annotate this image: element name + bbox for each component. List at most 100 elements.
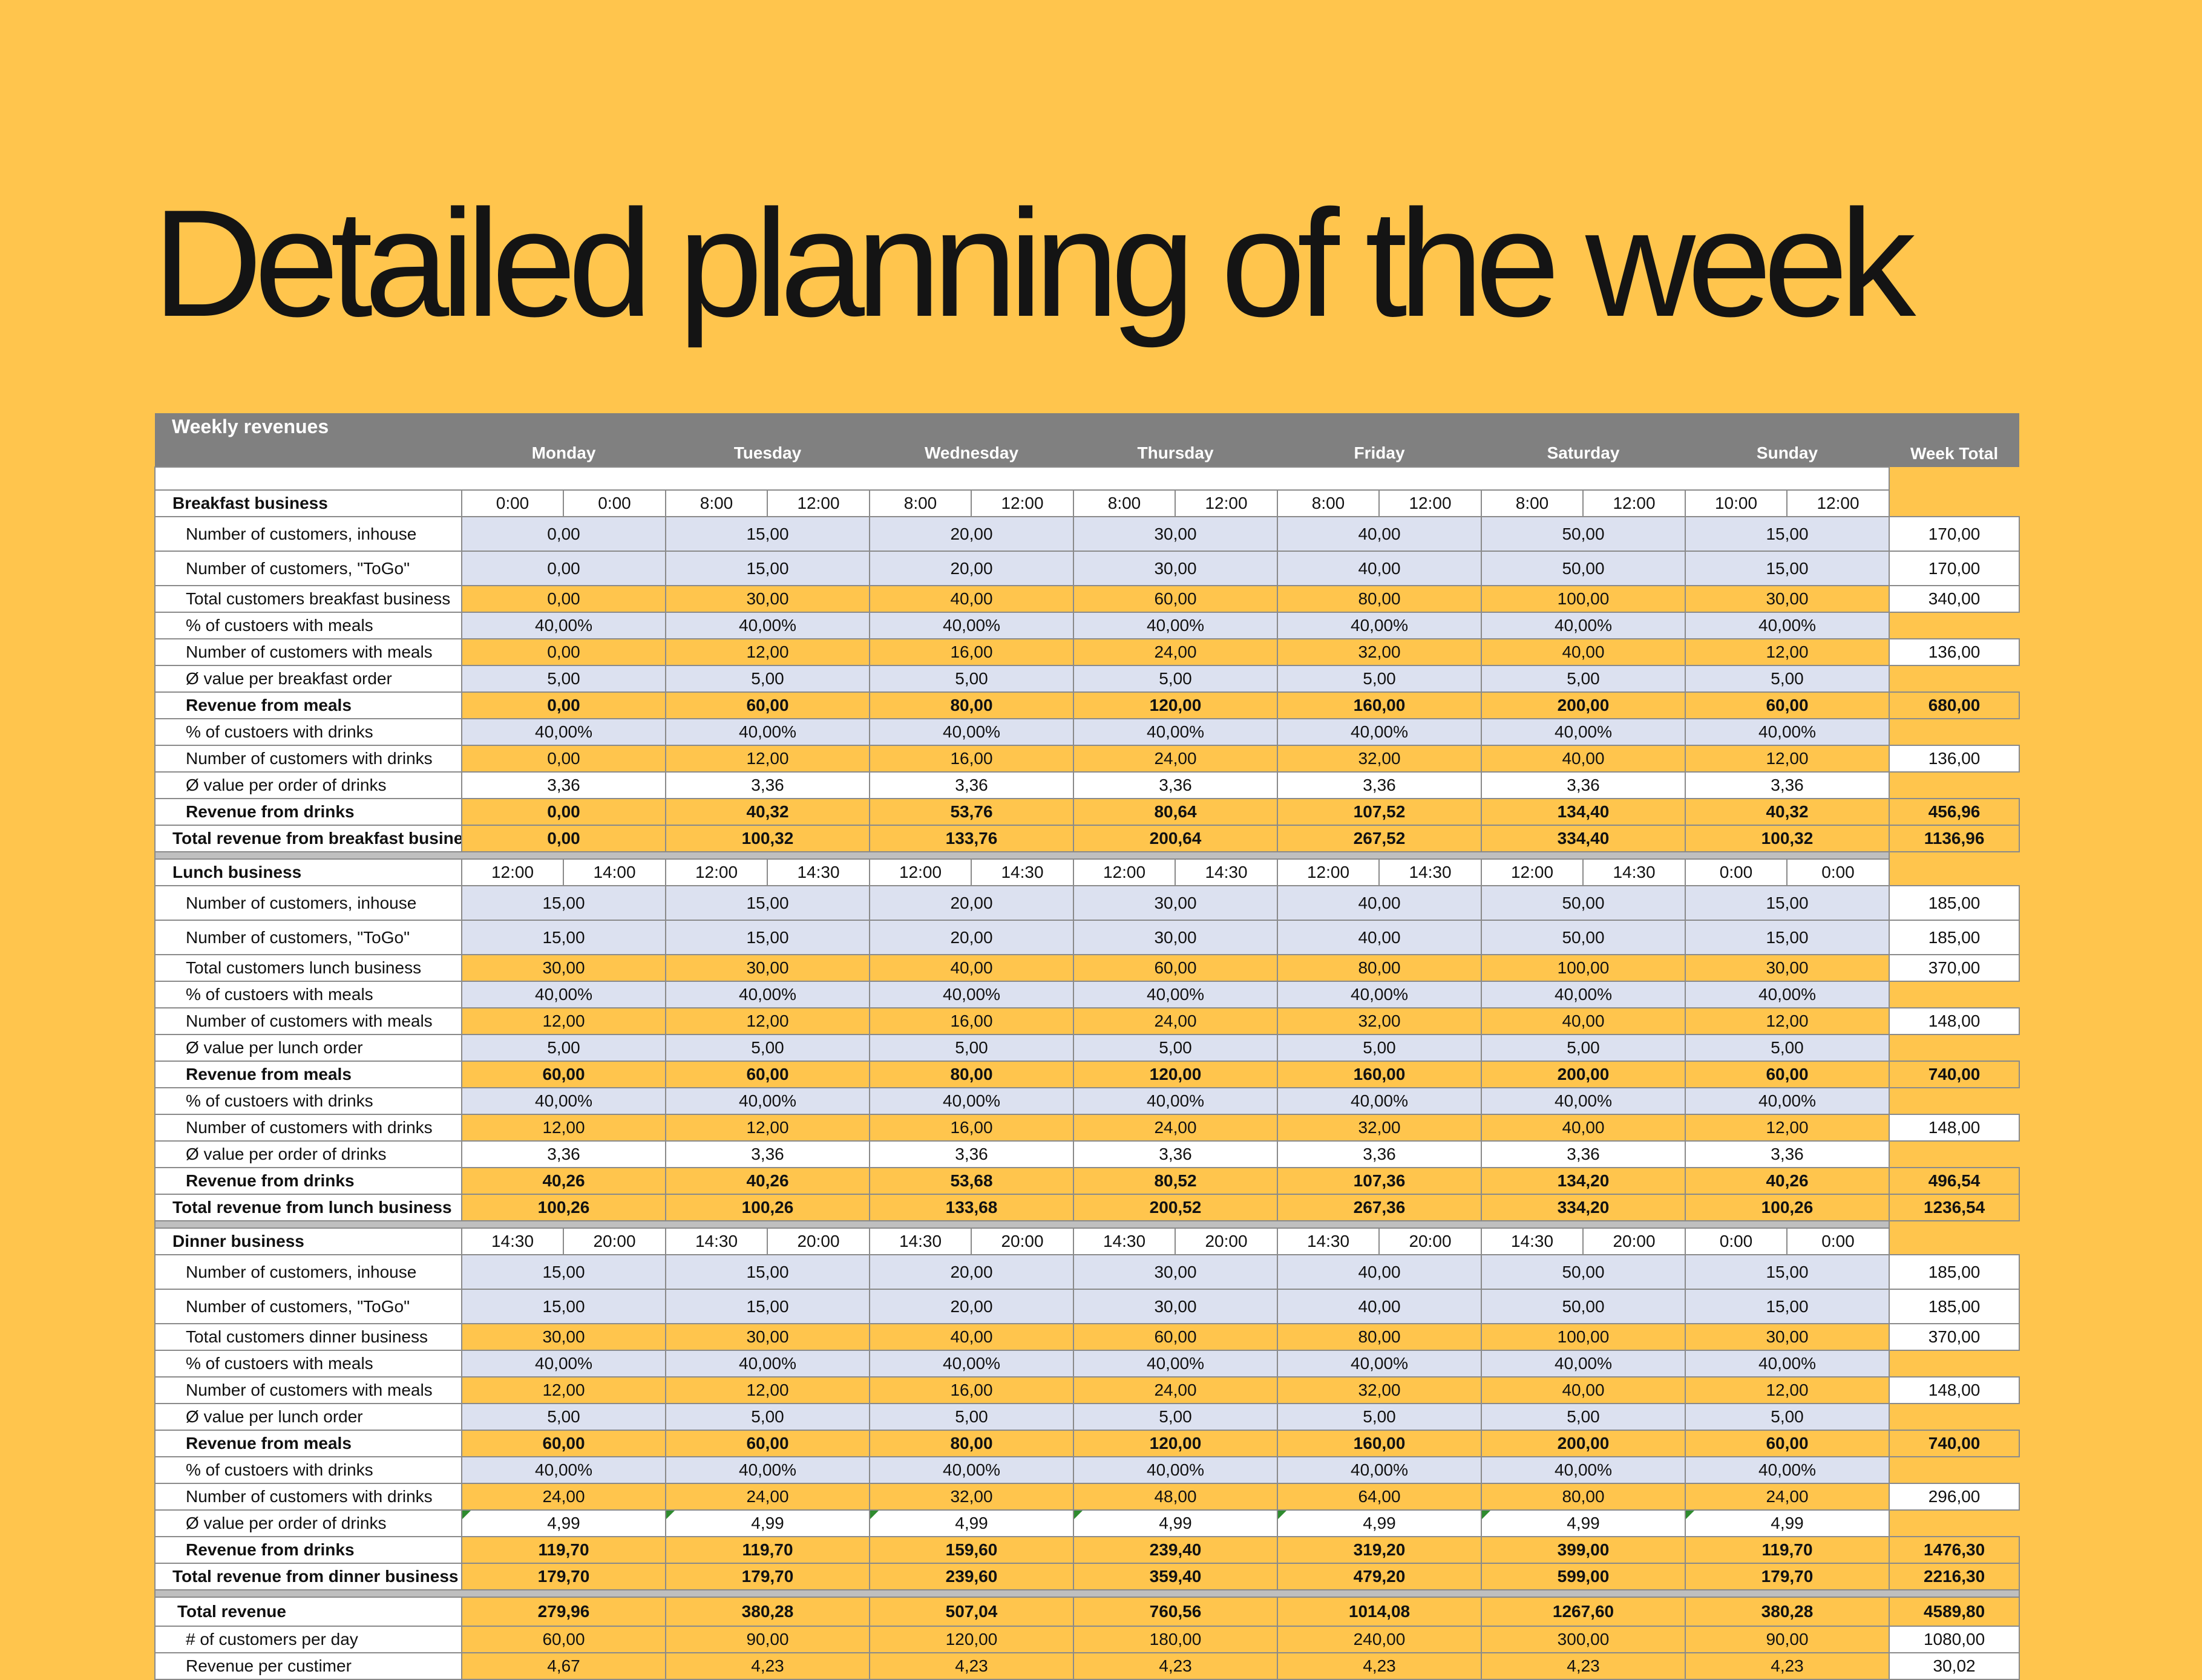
value-cell: 334,20 [1481, 1194, 1686, 1221]
value-cell: 239,60 [869, 1563, 1074, 1590]
value-cell: 40,00 [1277, 920, 1482, 955]
section-divider-gap [1889, 1221, 2019, 1228]
value-cell: 24,00 [461, 1483, 666, 1511]
value-cell: 40,00 [1481, 638, 1686, 666]
value-cell: 24,00 [1073, 638, 1278, 666]
value-cell: 100,26 [1685, 1194, 1890, 1221]
value-cell: 4,99 [461, 1509, 666, 1537]
value-cell: 20,00 [869, 516, 1074, 552]
value-cell: 40,00% [1073, 612, 1278, 639]
time-cell: 20:00 [1175, 1227, 1278, 1255]
value-cell: 5,00 [1277, 1034, 1482, 1062]
value-cell: 100,00 [1481, 585, 1686, 613]
value-cell: 100,32 [665, 825, 870, 852]
week-total-empty [1889, 1350, 2019, 1377]
summary-value-cell: 4,23 [1685, 1652, 1890, 1680]
value-cell: 40,00 [1481, 745, 1686, 773]
summary-total-cell: 30,02 [1888, 1652, 2020, 1680]
section-title: Lunch business [154, 858, 462, 886]
value-cell: 40,00 [1277, 1254, 1482, 1290]
blank-row [154, 466, 1890, 491]
value-cell: 334,40 [1481, 825, 1686, 852]
time-cell: 14:30 [461, 1227, 564, 1255]
time-cell: 10:00 [1685, 489, 1787, 517]
week-total-empty [1889, 612, 2019, 639]
value-cell: 5,00 [461, 1403, 666, 1431]
value-cell: 179,70 [665, 1563, 870, 1590]
week-total-empty [1889, 719, 2019, 745]
value-cell: 30,00 [1073, 551, 1278, 586]
value-cell: 40,00% [461, 1456, 666, 1484]
value-cell: 119,70 [1685, 1536, 1890, 1564]
week-total-cell: 1236,54 [1888, 1194, 2020, 1221]
row-label: Number of customers with drinks [154, 1483, 462, 1511]
value-cell: 50,00 [1481, 920, 1686, 955]
week-total-empty [1889, 1141, 2019, 1168]
week-total-empty [1889, 1088, 2019, 1114]
value-cell: 12,00 [1685, 1007, 1890, 1035]
week-total-cell: 136,00 [1888, 745, 2020, 773]
value-cell: 80,00 [869, 1430, 1074, 1457]
day-header-saturday: Saturday [1481, 440, 1685, 467]
value-cell: 40,00% [1277, 1456, 1482, 1484]
value-cell: 3,36 [869, 1140, 1074, 1168]
time-cell: 12:00 [1073, 858, 1176, 886]
value-cell: 15,00 [1685, 1289, 1890, 1324]
value-cell: 60,00 [1685, 691, 1890, 719]
time-cell: 12:00 [1582, 489, 1686, 517]
value-cell: 80,00 [1277, 1323, 1482, 1351]
time-cell: 20:00 [767, 1227, 870, 1255]
value-cell: 200,52 [1073, 1194, 1278, 1221]
summary-value-cell: 4,23 [665, 1652, 870, 1680]
week-total-cell: 1476,30 [1888, 1536, 2020, 1564]
row-label: Total revenue from lunch business [154, 1194, 462, 1221]
time-cell: 14:30 [1073, 1227, 1176, 1255]
time-cell: 14:00 [563, 858, 666, 886]
value-cell: 40,00% [1277, 1350, 1482, 1378]
value-cell: 32,00 [1277, 745, 1482, 773]
value-cell: 53,76 [869, 798, 1074, 826]
value-cell: 40,00% [1277, 718, 1482, 746]
time-cell: 14:30 [665, 1227, 768, 1255]
value-cell: 12,00 [665, 1114, 870, 1142]
value-cell: 119,70 [461, 1536, 666, 1564]
section-total-empty [1889, 859, 2019, 886]
value-cell: 15,00 [665, 885, 870, 921]
section-divider [154, 851, 1890, 860]
value-cell: 15,00 [665, 1289, 870, 1324]
value-cell: 40,00% [1073, 1456, 1278, 1484]
summary-value-cell: 240,00 [1277, 1626, 1482, 1653]
value-cell: 15,00 [1685, 1254, 1890, 1290]
week-total-cell: 1136,96 [1888, 825, 2020, 852]
value-cell: 40,00 [869, 1323, 1074, 1351]
value-cell: 40,00% [869, 981, 1074, 1008]
value-cell: 134,20 [1481, 1167, 1686, 1195]
value-cell: 40,00% [869, 612, 1074, 639]
value-cell: 60,00 [1685, 1061, 1890, 1088]
value-cell: 399,00 [1481, 1536, 1686, 1564]
week-total-cell: 680,00 [1888, 691, 2020, 719]
value-cell: 200,00 [1481, 1061, 1686, 1088]
value-cell: 12,00 [1685, 1114, 1890, 1142]
value-cell: 15,00 [665, 551, 870, 586]
summary-value-cell: 180,00 [1073, 1626, 1278, 1653]
week-total-empty [1889, 981, 2019, 1008]
value-cell: 24,00 [1073, 745, 1278, 773]
value-cell: 60,00 [461, 1430, 666, 1457]
week-total-cell: 296,00 [1888, 1483, 2020, 1511]
value-cell: 40,00% [1685, 1456, 1890, 1484]
value-cell: 60,00 [1073, 585, 1278, 613]
value-cell: 40,00% [869, 1456, 1074, 1484]
value-cell: 5,00 [665, 665, 870, 693]
row-label: Ø value per order of drinks [154, 1509, 462, 1537]
value-cell: 24,00 [1073, 1007, 1278, 1035]
value-cell: 40,00% [665, 1350, 870, 1378]
row-label: % of custoers with meals [154, 612, 462, 639]
value-cell: 24,00 [1073, 1114, 1278, 1142]
value-cell: 5,00 [665, 1034, 870, 1062]
value-cell: 120,00 [1073, 1430, 1278, 1457]
value-cell: 15,00 [1685, 885, 1890, 921]
summary-value-cell: 760,56 [1073, 1597, 1278, 1627]
value-cell: 50,00 [1481, 885, 1686, 921]
value-cell: 5,00 [665, 1403, 870, 1431]
